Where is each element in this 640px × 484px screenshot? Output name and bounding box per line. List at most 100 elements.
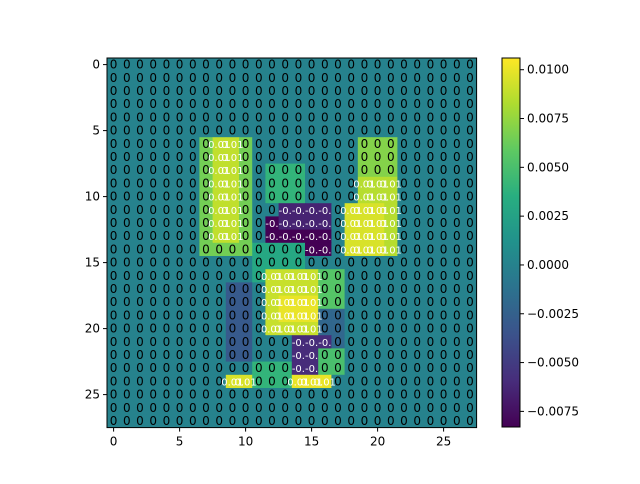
cell-label: 0 <box>440 190 448 204</box>
cell-label: 0 <box>413 308 421 322</box>
cell-label: 0 <box>361 308 369 322</box>
heatmap-cell <box>159 348 174 362</box>
heatmap-cell <box>265 242 279 257</box>
heatmap-cell <box>252 203 266 217</box>
heatmap-cell <box>318 242 332 257</box>
heatmap-cell <box>212 282 227 296</box>
cell-label: 0 <box>347 282 355 296</box>
heatmap-cell <box>450 256 464 270</box>
heatmap-cell <box>146 295 161 310</box>
cell-label: 0 <box>295 256 303 270</box>
heatmap-cell <box>384 203 398 217</box>
cell-label: 0 <box>268 176 276 190</box>
heatmap-cell <box>305 190 319 204</box>
cell-label: 0 <box>149 124 157 138</box>
heatmap-cell <box>212 308 227 323</box>
heatmap-cell <box>159 414 174 428</box>
heatmap-cell <box>133 256 147 270</box>
heatmap-cell <box>463 84 477 98</box>
cell-label: 0 <box>427 348 435 362</box>
cell-label: 0 <box>295 163 303 177</box>
cell-label: 0 <box>440 361 448 375</box>
cell-label: 0 <box>387 269 395 283</box>
heatmap-cell <box>305 150 319 164</box>
heatmap-cell <box>278 229 293 244</box>
heatmap-cell <box>357 374 372 389</box>
heatmap-cell <box>133 282 147 296</box>
cell-label: 0 <box>466 150 474 164</box>
cell-label: 0 <box>400 190 408 204</box>
cell-label: 0 <box>334 242 342 256</box>
heatmap-cell <box>120 229 134 244</box>
heatmap-cell <box>463 374 477 389</box>
cell-label: 0 <box>427 361 435 375</box>
heatmap-cell <box>331 150 345 164</box>
cell-label: 0 <box>427 137 435 151</box>
heatmap-cell <box>173 203 187 217</box>
heatmap-cell <box>159 163 174 178</box>
heatmap-cell <box>305 216 319 230</box>
colorbar-tick-label: 0.0000 <box>527 258 569 272</box>
cell-label: 0 <box>334 374 342 388</box>
heatmap-cell <box>344 374 359 389</box>
heatmap-cell <box>146 269 161 283</box>
heatmap-cell <box>384 295 398 310</box>
cell-label: 0 <box>229 335 237 349</box>
heatmap-cell <box>410 229 425 244</box>
heatmap-cell <box>463 58 477 72</box>
heatmap-cell <box>423 282 438 296</box>
cell-label: 0 <box>321 282 329 296</box>
heatmap-cell <box>186 84 200 98</box>
heatmap-cell <box>357 256 372 270</box>
heatmap-cell <box>239 322 253 336</box>
cell-label: 0.01 <box>208 193 230 204</box>
cell-label: -0. <box>292 206 305 217</box>
heatmap-cell <box>199 388 213 402</box>
cell-label: 0 <box>268 110 276 124</box>
heatmap-cell <box>265 374 279 389</box>
heatmap-cell <box>146 137 161 151</box>
cell-label: 0 <box>466 84 474 98</box>
heatmap-cell <box>252 58 266 72</box>
heatmap-cell <box>437 97 451 112</box>
cell-label: 0 <box>387 137 395 151</box>
heatmap-cell <box>225 163 240 178</box>
cell-label: -0. <box>318 206 331 217</box>
heatmap-cell <box>318 335 332 349</box>
heatmap-cell <box>252 110 266 125</box>
heatmap-cell <box>120 348 134 362</box>
cell-label: 0 <box>255 124 263 138</box>
heatmap-cell <box>146 348 161 362</box>
cell-label: 0 <box>308 163 316 177</box>
heatmap-cell <box>252 163 266 178</box>
heatmap-cell <box>344 295 359 310</box>
heatmap-cell <box>225 295 240 310</box>
heatmap-cell <box>357 176 372 191</box>
heatmap-cell <box>357 414 372 428</box>
heatmap-cell <box>344 71 359 85</box>
cell-label: 0 <box>281 348 289 362</box>
cell-label: 0 <box>453 71 461 85</box>
heatmap-cell <box>397 269 411 283</box>
cell-label: 0 <box>255 295 263 309</box>
cell-label: 0 <box>255 190 263 204</box>
heatmap-cell <box>225 256 240 270</box>
cell-label: -0. <box>265 219 278 230</box>
heatmap-cell <box>318 71 332 85</box>
cell-label: 0 <box>163 124 171 138</box>
heatmap-cell <box>357 335 372 349</box>
cell-label: 0 <box>136 58 144 72</box>
heatmap-cell <box>397 256 411 270</box>
y-tick-label: 10 <box>85 190 100 204</box>
heatmap-cell <box>146 84 161 98</box>
heatmap-cell <box>463 256 477 270</box>
cell-label: 0 <box>453 163 461 177</box>
heatmap-cell <box>318 137 332 151</box>
heatmap-cell <box>225 216 240 230</box>
cell-label: 0 <box>453 335 461 349</box>
heatmap-cell <box>397 203 411 217</box>
cell-label: 0 <box>176 163 184 177</box>
cell-label: 0 <box>242 110 250 124</box>
cell-label: 0 <box>163 322 171 336</box>
heatmap-cell <box>305 229 319 244</box>
